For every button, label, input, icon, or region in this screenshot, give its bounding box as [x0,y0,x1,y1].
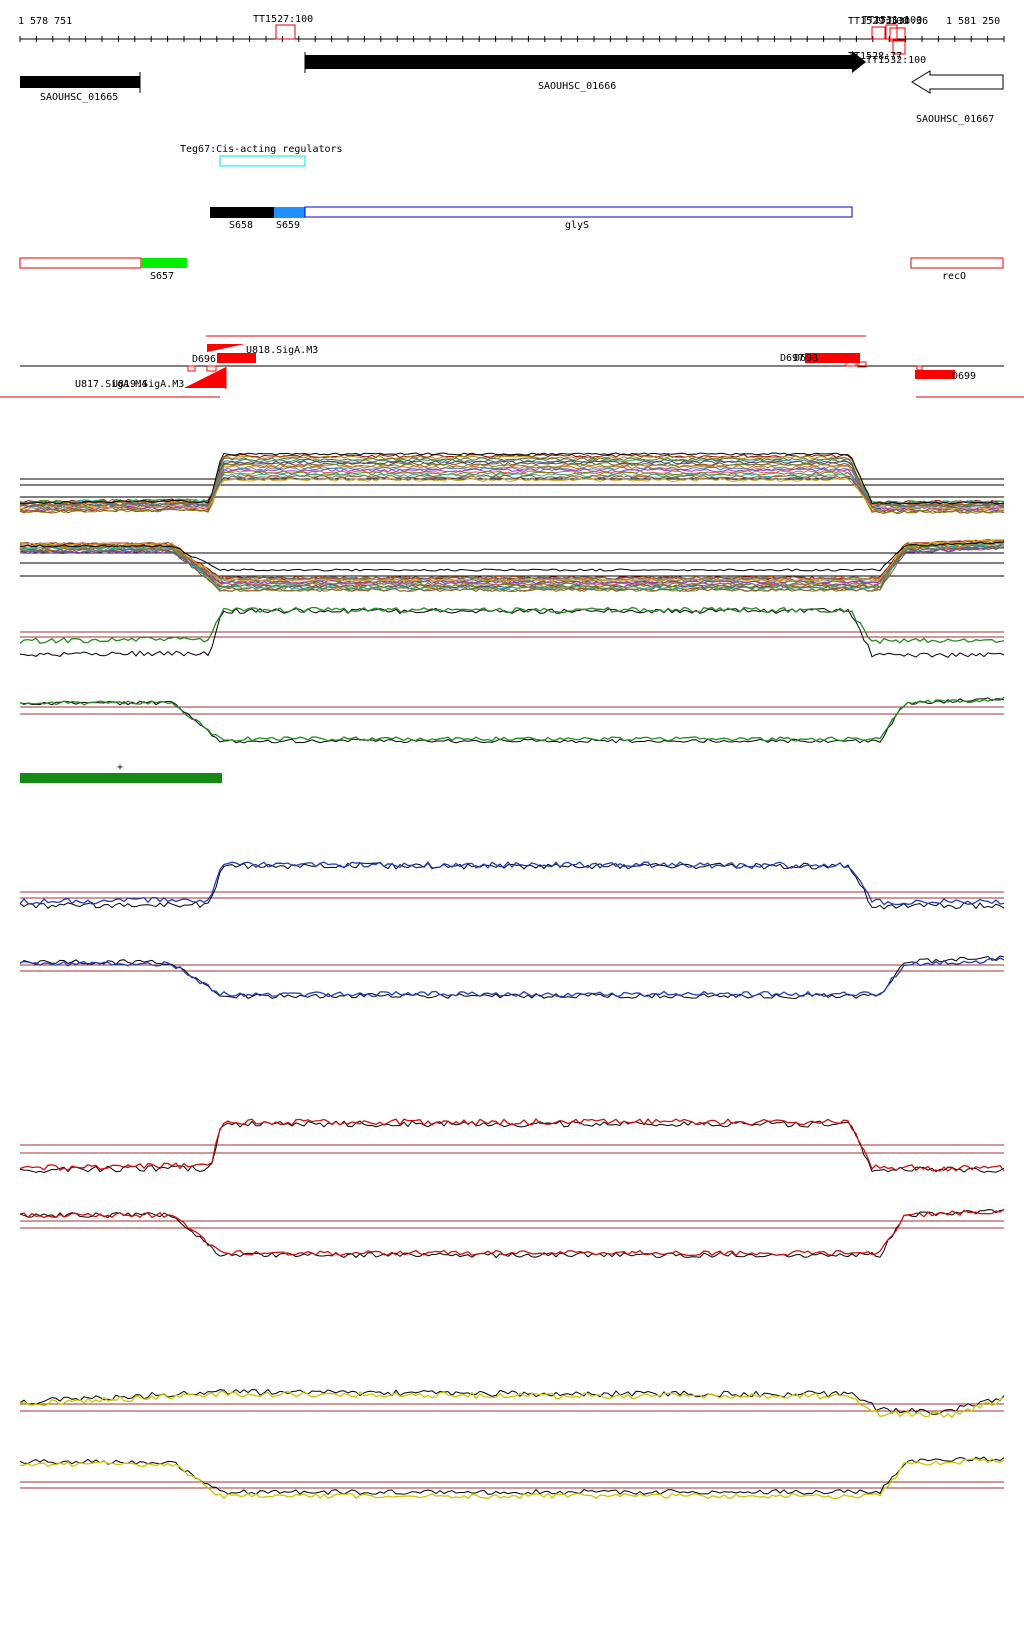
expression-profile [19,1457,1005,1500]
ruler-ticks [19,36,1005,42]
segment-label: S658 [229,220,253,231]
expression-profile [19,1117,1005,1172]
segment-bar[interactable] [19,257,142,269]
expression-profile [19,1208,1005,1257]
gene-arrow[interactable] [911,70,1004,94]
expression-profile [19,461,1005,514]
expression-profile [19,471,1005,514]
segment-label: glyS [565,220,589,231]
promoter-label: D697 [780,353,804,364]
segment-bar[interactable] [210,207,274,218]
segment-label: S657 [150,271,174,282]
promoter-label: D696 [192,354,216,365]
expression-profile [19,606,1005,645]
condition-marker: + [117,762,123,773]
segment-bar[interactable] [274,207,305,218]
terminator-label: TT1529:100 [848,16,908,27]
expression-profile [19,607,1005,658]
segment-bar[interactable] [304,206,853,218]
promoter-marker[interactable] [916,365,923,371]
promoter-marker[interactable] [857,361,867,368]
promoter-label: U817.SigA.M4 [75,379,147,390]
expression-profile [19,542,1005,581]
promoter-label: D699 [952,371,976,382]
regulator-label: Teg67:Cis-acting regulators [180,144,343,155]
expression-profile [19,1388,1005,1415]
terminator-box[interactable] [871,26,886,40]
expression-profile [19,452,1005,505]
terminator-box[interactable] [889,27,906,42]
coordinate-ruler: 1 578 751 1 581 250 [18,16,1005,42]
ruler-end-label: 1 581 250 [946,16,1000,27]
gene-label: SAOUHSC_01667 [916,114,994,125]
gene-label: SAOUHSC_01665 [40,92,118,103]
promoter-marker[interactable] [915,370,955,379]
terminator-label: TT1527:100 [253,14,313,25]
expression-profile [19,696,1005,742]
terminator-box[interactable] [892,39,906,55]
expression-tracks [19,452,1005,1500]
promoter-marker[interactable] [187,365,196,372]
segment-label: S659 [276,220,300,231]
promoter-label: D698 [794,353,818,364]
expression-profile [19,476,1005,509]
terminator-box[interactable] [885,24,898,40]
condition-bar[interactable] [20,773,222,783]
expression-profile [19,1209,1005,1259]
promoter-marker[interactable] [207,344,245,352]
terminator-box[interactable] [275,24,296,40]
terminator-label: TT1528:77 [848,51,902,62]
gene-arrow[interactable] [305,51,866,73]
regulator-box[interactable] [219,155,306,167]
expression-profile [19,957,1005,998]
gene-label: SAOUHSC_01666 [538,81,616,92]
promoter-marker[interactable] [805,353,860,363]
terminator-track: TT1527:100 TT1529:100 TT1531:100 TT1530:… [253,14,928,66]
expression-profile [19,477,1005,510]
regulator-track: Teg67:Cis-acting regulators [180,144,343,167]
segment-bar[interactable] [141,258,187,268]
promoter-marker[interactable] [206,365,217,372]
segment-label: recO [942,271,966,282]
expression-profile [19,861,1005,906]
terminator-label: TT1531:100 [862,15,922,26]
promoter-marker[interactable] [845,359,857,367]
segment-track: S658 S659 glyS S657 recO [19,206,1004,282]
expression-profile [19,1390,1005,1419]
promoter-track: U818.SigA.M3 D696 U817.SigA.M4 U819.SigA… [0,335,1024,398]
expression-profile [19,546,1005,589]
promoter-marker[interactable] [184,367,226,388]
expression-profile [19,697,1005,744]
segment-bar[interactable] [910,257,1004,269]
expression-profile [19,1456,1005,1496]
expression-profile [19,547,1004,581]
terminator-label: TT1532:100 [866,55,926,66]
terminator-label: TT1530:36 [874,16,928,27]
expression-profile [19,473,1005,505]
expression-profile [19,1120,1005,1174]
promoter-marker[interactable] [217,353,256,363]
promoter-label: U818.SigA.M3 [246,345,318,356]
promoter-label: U819.SigA.M3 [112,379,184,390]
gene-arrow[interactable] [20,76,140,88]
expression-profile [19,541,1005,572]
ruler-start-label: 1 578 751 [18,16,72,27]
gene-track: SAOUHSC_01665 SAOUHSC_01666 SAOUHSC_0166… [20,51,1004,125]
condition-track: + [20,762,222,783]
